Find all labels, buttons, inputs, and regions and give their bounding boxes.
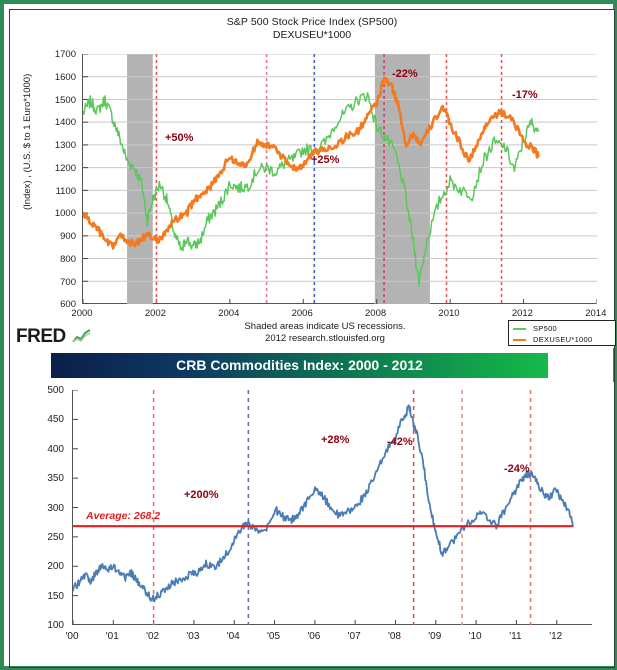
annotation-sp-3: -22% bbox=[392, 68, 418, 80]
crb-xtick: '03 bbox=[186, 631, 200, 642]
crb-ytick: 100 bbox=[47, 620, 64, 631]
crb-ytick: 450 bbox=[47, 414, 64, 426]
fred-ytick: 1500 bbox=[54, 94, 76, 106]
fred-footnote-line1: Shaded areas indicate US recessions. bbox=[244, 321, 406, 332]
annotation-sp-4: -17% bbox=[512, 89, 538, 101]
crb-xtick: '07 bbox=[347, 631, 361, 642]
fred-footnote-line2: 2012 research.stlouisfed.org bbox=[265, 333, 385, 344]
crb-xtick: '00 bbox=[65, 631, 79, 642]
fred-ytick: 1400 bbox=[54, 117, 76, 129]
fred-chart-panel: S&P 500 Stock Price Index (SP500) DEXUSE… bbox=[10, 10, 616, 348]
fred-ytick: 600 bbox=[60, 299, 76, 310]
fred-chart-subtitle: DEXUSEU*1000 bbox=[272, 29, 352, 41]
crb-xtick: '04 bbox=[226, 631, 240, 642]
fred-xtick: 2002 bbox=[144, 308, 166, 319]
crb-ytick: 400 bbox=[47, 443, 64, 455]
fred-xtick: 2010 bbox=[438, 308, 460, 319]
fred-xtick: 2014 bbox=[585, 308, 607, 319]
fred-ytick: 1000 bbox=[54, 208, 76, 220]
fred-ytick: 800 bbox=[60, 253, 76, 265]
crb-ytick: 300 bbox=[47, 502, 64, 514]
crb-xtick: '05 bbox=[267, 631, 281, 642]
fred-ytick: 900 bbox=[60, 231, 76, 242]
crb-plot-area bbox=[72, 390, 592, 625]
crb-ytick: 500 bbox=[47, 385, 64, 396]
crb-xtick: '01 bbox=[105, 631, 119, 642]
annotation-crb-4: -24% bbox=[504, 463, 530, 475]
annotation-sp-2: +25% bbox=[311, 154, 340, 166]
fred-footnote: Shaded areas indicate US recessions. 201… bbox=[160, 321, 490, 345]
fred-series-svg bbox=[83, 54, 597, 304]
crb-banner: CRB Commodities Index: 2000 - 2012 bbox=[51, 353, 548, 378]
fred-ytick: 1700 bbox=[54, 49, 76, 60]
crb-chart-panel: 500 450 400 350 300 250 200 150 100 Aver… bbox=[10, 382, 614, 666]
crb-xtick: '02 bbox=[146, 631, 160, 642]
fred-plot-area bbox=[82, 54, 597, 304]
crb-ytick: 250 bbox=[47, 531, 64, 543]
legend-swatch-sp500 bbox=[513, 328, 526, 330]
crb-xtick: '10 bbox=[468, 631, 482, 642]
fred-ytick: 1200 bbox=[54, 162, 76, 174]
crb-xtick: '11 bbox=[509, 631, 522, 642]
fred-ytick: 1300 bbox=[54, 140, 76, 151]
annotation-sp-1: +50% bbox=[165, 132, 194, 144]
line-chart-icon bbox=[72, 329, 91, 343]
annotation-crb-1: +200% bbox=[184, 489, 219, 501]
crb-ytick: 150 bbox=[47, 590, 64, 602]
fred-logo-text: FRED bbox=[16, 326, 66, 347]
fred-xtick: 2012 bbox=[511, 308, 533, 319]
fred-xtick: 2008 bbox=[365, 308, 387, 319]
crb-xtick: '12 bbox=[549, 631, 563, 642]
legend-swatch-dexuseu bbox=[513, 339, 526, 341]
fred-ytick: 700 bbox=[60, 276, 76, 288]
fred-xtick: 2004 bbox=[218, 308, 240, 319]
annotation-crb-2: +28% bbox=[321, 434, 350, 446]
crb-xtick: '06 bbox=[307, 631, 321, 642]
crb-banner-text: CRB Commodities Index: 2000 - 2012 bbox=[176, 357, 423, 373]
fred-ytick: 1600 bbox=[54, 71, 76, 83]
crb-ytick: 350 bbox=[47, 473, 64, 485]
crb-xtick: '08 bbox=[387, 631, 401, 642]
fred-chart-title: S&P 500 Stock Price Index (SP500) bbox=[226, 16, 398, 28]
annotation-crb-3: -42% bbox=[387, 436, 413, 448]
fred-legend: SP500 DEXUSEU*1000 bbox=[508, 320, 616, 346]
fred-logo: FRED bbox=[14, 326, 124, 348]
fred-ytick: 1100 bbox=[55, 185, 76, 197]
crb-ytick: 200 bbox=[47, 561, 64, 573]
crb-average-label: Average: 268.2 bbox=[86, 510, 161, 523]
legend-label-dexuseu: DEXUSEU*1000 bbox=[533, 335, 593, 344]
legend-label-sp500: SP500 bbox=[533, 324, 558, 333]
crb-series-svg bbox=[73, 390, 574, 625]
crb-xtick: '09 bbox=[428, 631, 442, 642]
fred-xtick: 2000 bbox=[71, 308, 93, 319]
fred-xtick: 2006 bbox=[291, 308, 313, 319]
